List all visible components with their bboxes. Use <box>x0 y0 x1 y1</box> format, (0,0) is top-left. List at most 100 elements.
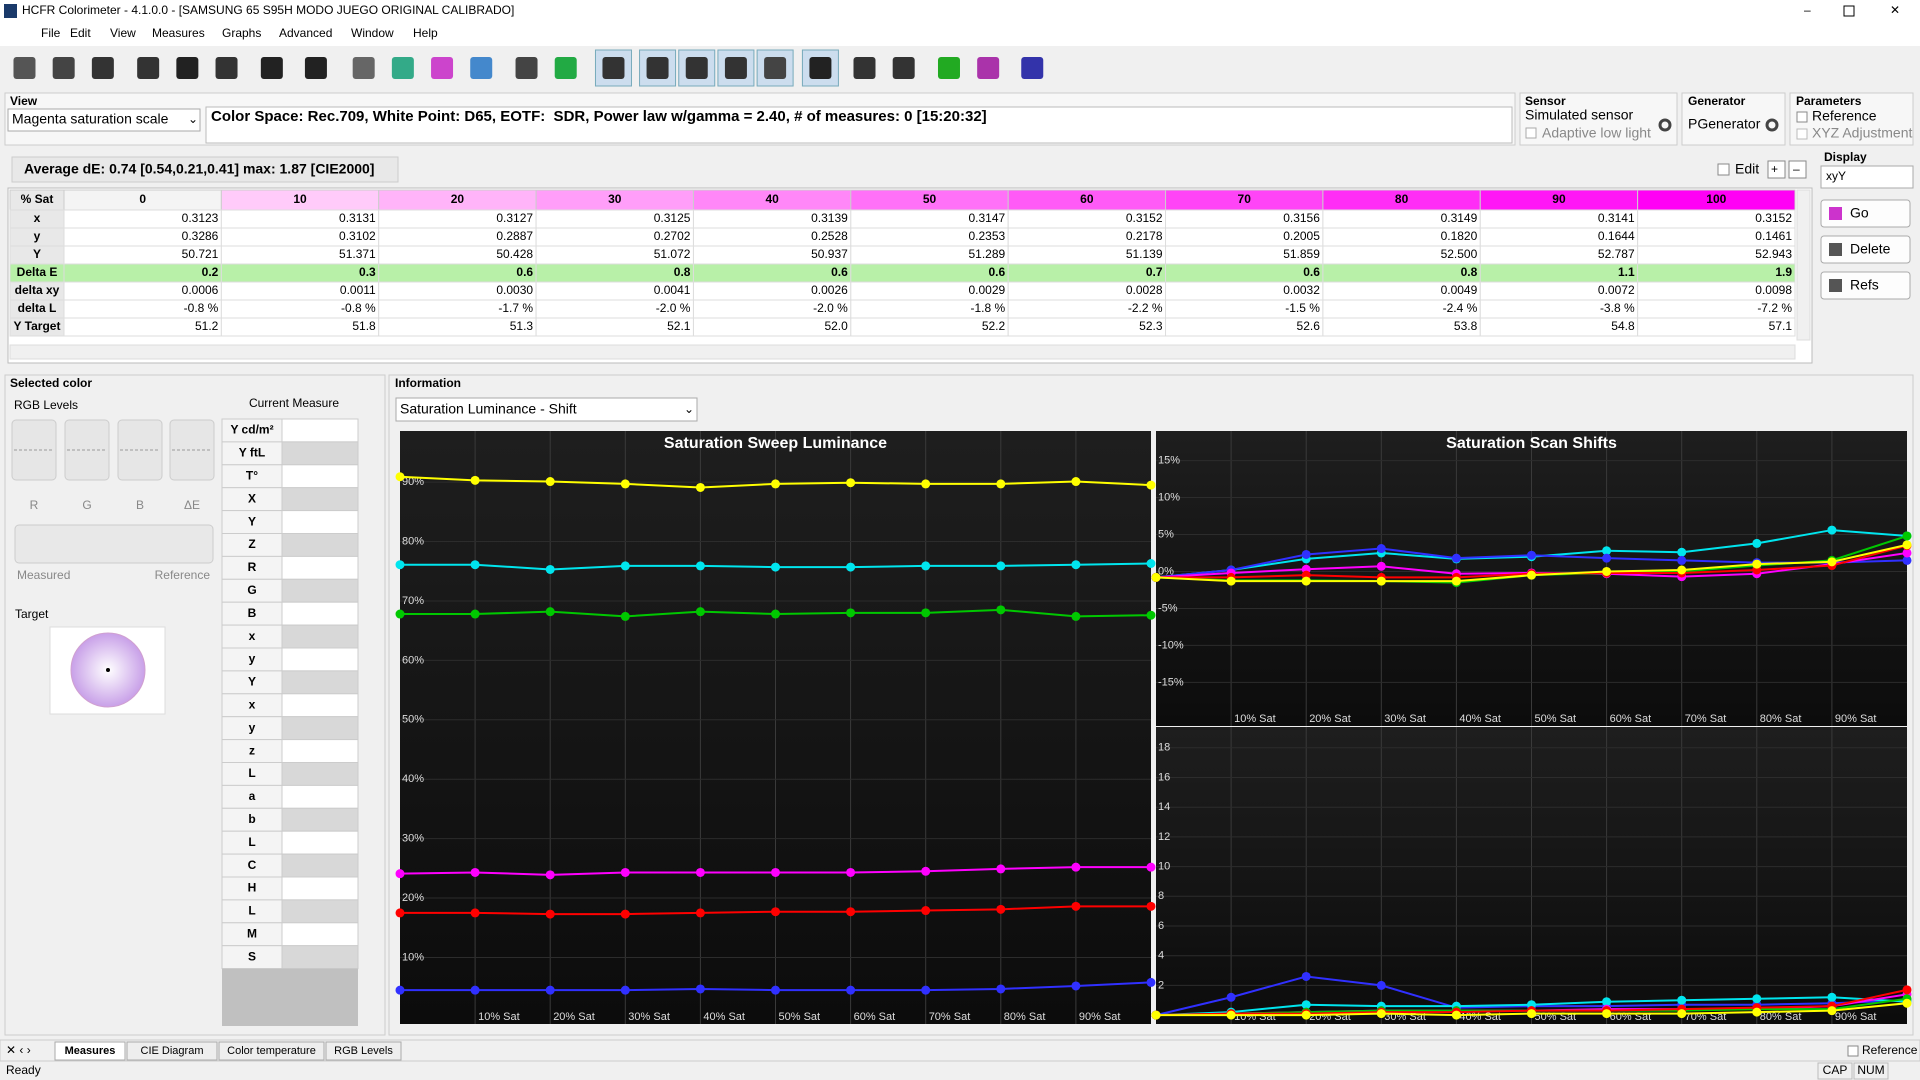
color-swatch <box>14 524 214 564</box>
toolbar-button[interactable] <box>554 57 577 79</box>
data-point <box>1902 540 1912 550</box>
action-button[interactable] <box>1820 271 1911 300</box>
data-point <box>1677 547 1687 557</box>
menu-item[interactable]: File <box>41 26 61 40</box>
toolbar-button[interactable] <box>764 57 787 79</box>
toolbar-button[interactable] <box>646 57 669 79</box>
toolbar-button[interactable] <box>515 57 538 79</box>
measure-label: y <box>249 652 256 666</box>
view-dropdown[interactable] <box>7 108 201 132</box>
display-dropdown[interactable] <box>1820 165 1914 189</box>
cell-value: -2.0 % <box>813 301 848 315</box>
measure-value-cell <box>281 578 359 603</box>
tab[interactable] <box>126 1041 218 1061</box>
column-header: 30 <box>608 192 622 206</box>
data-point <box>545 870 555 880</box>
tab-nav[interactable]: ✕ ‹ › <box>6 1043 31 1057</box>
cell-value: 0.1461 <box>1755 229 1792 243</box>
toolbar-button[interactable] <box>352 57 375 79</box>
toolbar-button[interactable] <box>52 57 75 79</box>
action-button[interactable] <box>1820 235 1911 264</box>
data-point <box>1902 998 1912 1008</box>
toolbar-button[interactable] <box>1021 57 1044 79</box>
tab[interactable] <box>325 1041 402 1061</box>
checkbox[interactable] <box>1796 128 1808 140</box>
toolbar-button[interactable] <box>304 57 327 79</box>
checkbox[interactable] <box>1847 1045 1859 1057</box>
data-point <box>771 479 780 489</box>
data-point <box>846 478 856 488</box>
toolbar-button[interactable] <box>431 57 454 79</box>
graph-dropdown[interactable] <box>395 397 698 422</box>
x-tick-label: 20% Sat <box>553 1011 595 1023</box>
minimize-button[interactable]: – <box>1804 3 1811 17</box>
checkbox[interactable] <box>1525 127 1537 139</box>
vertical-scrollbar[interactable] <box>1796 189 1811 341</box>
toolbar-button[interactable] <box>724 57 747 79</box>
toolbar-button[interactable] <box>892 57 915 79</box>
menu-item[interactable]: Window <box>351 26 394 40</box>
toolbar-button[interactable] <box>215 57 238 79</box>
data-point <box>1301 1000 1311 1010</box>
action-button[interactable] <box>1820 199 1911 228</box>
x-tick-label: 60% Sat <box>854 1011 896 1023</box>
y-tick-label: 8 <box>1158 890 1164 902</box>
maximize-button[interactable] <box>1843 5 1855 17</box>
toolbar-button[interactable] <box>470 57 493 79</box>
remove-button[interactable] <box>1788 160 1807 179</box>
data-point <box>1376 980 1386 990</box>
tab[interactable] <box>54 1041 126 1061</box>
toolbar-button[interactable] <box>176 57 199 79</box>
toolbar-button[interactable] <box>391 57 414 79</box>
cell-value: 0.2005 <box>1283 229 1320 243</box>
data-point <box>996 605 1006 615</box>
y-tick-label: 14 <box>1158 801 1170 813</box>
view-info: Color Space: Rec.709, White Point: D65, … <box>211 108 987 125</box>
data-point <box>620 867 630 877</box>
generator-settings[interactable] <box>1765 118 1779 132</box>
toolbar-button[interactable] <box>13 57 36 79</box>
edit-checkbox[interactable] <box>1717 163 1730 176</box>
generator-label: Generator <box>1688 94 1746 108</box>
toolbar-button[interactable] <box>260 57 283 79</box>
reference-label: Reference <box>155 568 211 582</box>
x-tick-label: 60% Sat <box>1610 713 1652 725</box>
measure-label: Y <box>248 675 256 689</box>
data-point <box>1602 1009 1612 1019</box>
menu-item[interactable]: Advanced <box>279 26 332 40</box>
cell-value: 52.0 <box>824 319 848 333</box>
dropdown-arrow: ⌄ <box>188 112 198 126</box>
cell-value: 0.0006 <box>182 283 219 297</box>
tab[interactable] <box>218 1041 325 1061</box>
data-point <box>395 609 405 619</box>
cell-value: 51.371 <box>339 247 376 261</box>
cell-value: 50.721 <box>182 247 219 261</box>
horizontal-scrollbar[interactable] <box>9 344 1796 360</box>
menu-item[interactable]: Edit <box>70 26 91 40</box>
checkbox[interactable] <box>1796 111 1808 123</box>
toolbar-button[interactable] <box>809 57 832 79</box>
sensor-settings[interactable] <box>1658 118 1672 132</box>
close-button[interactable]: ✕ <box>1890 3 1900 17</box>
toolbar-button[interactable] <box>977 57 1000 79</box>
cell-value: 0.0032 <box>1283 283 1320 297</box>
channel-label: ΔE <box>184 498 200 512</box>
measure-value-cell <box>281 922 359 947</box>
menu-item[interactable]: Measures <box>152 26 205 40</box>
toolbar-button[interactable] <box>602 57 625 79</box>
menu-item[interactable]: Graphs <box>222 26 261 40</box>
menu-item[interactable]: View <box>110 26 136 40</box>
cell-value: 0.7 <box>1146 265 1163 279</box>
cell-value: 0.0028 <box>1126 283 1163 297</box>
toolbar-button[interactable] <box>685 57 708 79</box>
menu-item[interactable]: Help <box>413 26 438 40</box>
sensor-name: Simulated sensor <box>1525 107 1634 123</box>
summary: Average dE: 0.74 [0.54,0.21,0.41] max: 1… <box>24 161 374 177</box>
toolbar-button[interactable] <box>137 57 160 79</box>
measure-value-cell <box>281 533 359 557</box>
toolbar-button[interactable] <box>853 57 876 79</box>
add-button[interactable] <box>1767 160 1786 179</box>
toolbar-button[interactable] <box>937 57 960 79</box>
toolbar-button[interactable] <box>91 57 114 79</box>
